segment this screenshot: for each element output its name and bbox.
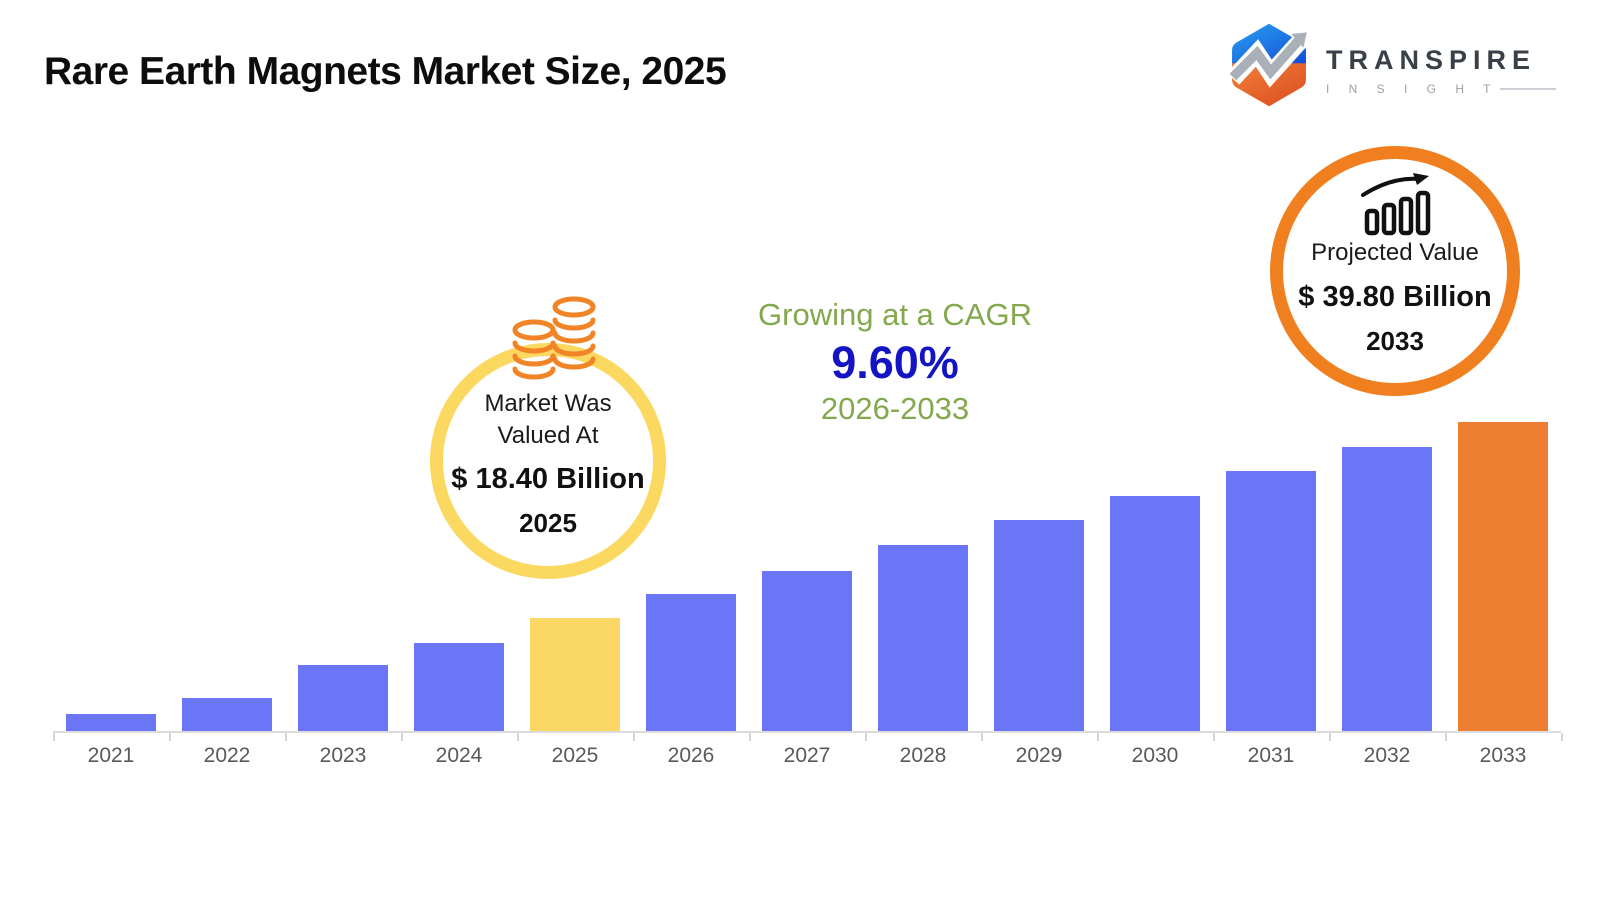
x-axis-label-2022: 2022 <box>203 744 251 767</box>
callout-2025-text-line1: Market Was <box>484 390 612 417</box>
bar-2026 <box>646 594 736 731</box>
x-axis-tick <box>285 733 287 741</box>
logo-name: TRANSPIRE <box>1326 44 1537 75</box>
callout-2025-year: 2025 <box>519 508 577 539</box>
bar-2025 <box>530 618 620 731</box>
growth-bars-icon <box>1361 173 1431 236</box>
cagr-value: 9.60% <box>831 337 959 388</box>
callout-2033-circle: Projected Value $ 39.80 Billion 2033 <box>1270 146 1520 396</box>
callout-2025-value: $ 18.40 Billion <box>451 463 645 496</box>
bar-2032 <box>1342 447 1432 731</box>
x-axis-label-2024: 2024 <box>435 744 483 767</box>
x-axis-tick <box>1329 733 1331 741</box>
x-axis-label-2029: 2029 <box>1015 744 1063 767</box>
cagr-label: Growing at a CAGR <box>758 297 1032 332</box>
x-axis-tick <box>169 733 171 741</box>
bar-2023 <box>298 665 388 731</box>
x-axis-tick <box>1445 733 1447 741</box>
x-axis-label-2028: 2028 <box>899 744 947 767</box>
x-axis-label-2021: 2021 <box>87 744 135 767</box>
coins-icon <box>512 296 596 380</box>
x-axis-tick <box>1561 733 1563 741</box>
x-axis-label-2025: 2025 <box>551 744 599 767</box>
x-axis-tick <box>401 733 403 741</box>
x-axis-tick <box>1097 733 1099 741</box>
bar-2021 <box>66 714 156 731</box>
bar-2027 <box>762 571 852 731</box>
x-axis-label-2027: 2027 <box>783 744 831 767</box>
brand-logo: TRANSPIRE I N S I G H T <box>1226 22 1556 108</box>
x-axis-tick <box>749 733 751 741</box>
page-title: Rare Earth Magnets Market Size, 2025 <box>44 50 727 93</box>
x-axis-label-2033: 2033 <box>1479 744 1527 767</box>
bar-2028 <box>878 545 968 731</box>
cagr-period: 2026-2033 <box>820 391 970 426</box>
logo-text: TRANSPIRE I N S I G H T <box>1326 35 1556 96</box>
x-axis-tick <box>981 733 983 741</box>
callout-2033-title: Projected Value <box>1311 239 1479 266</box>
logo-tagline-rule <box>1500 87 1556 90</box>
cagr-annotation: Growing at a CAGR 9.60% 2026-2033 <box>715 297 1075 427</box>
callout-2033-year: 2033 <box>1366 325 1424 356</box>
callout-2033-value: $ 39.80 Billion <box>1298 280 1492 313</box>
x-axis-label-2026: 2026 <box>667 744 715 767</box>
x-axis-line <box>53 731 1561 733</box>
callout-2025-text-line2: Valued At <box>497 421 599 449</box>
bar-2031 <box>1226 471 1316 731</box>
bar-2030 <box>1110 496 1200 731</box>
logo-tagline: I N S I G H T <box>1326 81 1499 96</box>
x-axis-label-2031: 2031 <box>1247 744 1295 767</box>
bar-2022 <box>182 698 272 731</box>
x-axis-label-2032: 2032 <box>1363 744 1411 767</box>
bar-2033 <box>1458 422 1548 731</box>
x-axis-tick <box>1213 733 1215 741</box>
x-axis-label-2023: 2023 <box>319 744 367 767</box>
x-axis-label-2030: 2030 <box>1131 744 1179 767</box>
x-axis-tick <box>517 733 519 741</box>
bar-2024 <box>414 643 504 731</box>
logo-hexagon-icon <box>1229 23 1307 107</box>
bar-2029 <box>994 520 1084 731</box>
x-axis-tick <box>53 733 55 741</box>
x-axis-tick <box>633 733 635 741</box>
x-axis-tick <box>865 733 867 741</box>
